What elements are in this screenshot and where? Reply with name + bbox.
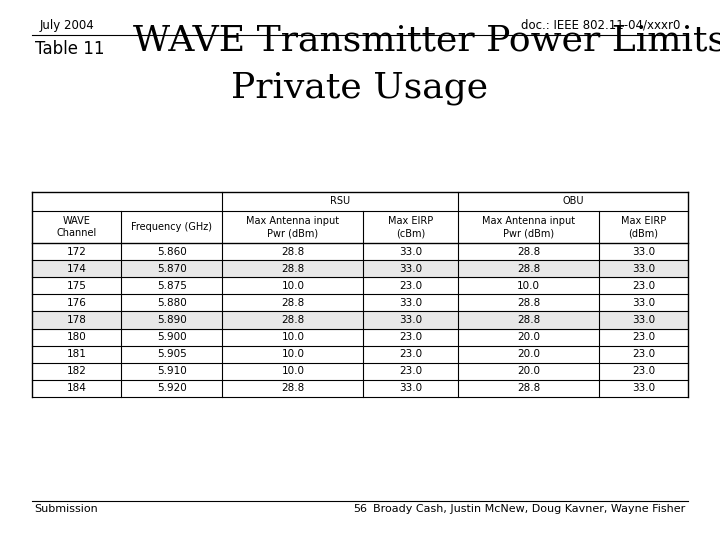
Text: 23.0: 23.0 [632, 349, 655, 359]
Text: 33.0: 33.0 [632, 247, 655, 256]
Text: 172: 172 [67, 247, 86, 256]
Text: 28.8: 28.8 [517, 247, 540, 256]
Text: 5.905: 5.905 [157, 349, 186, 359]
Text: 28.8: 28.8 [517, 315, 540, 325]
Text: Max Antenna input
Pwr (dBm): Max Antenna input Pwr (dBm) [246, 216, 339, 238]
Text: 20.0: 20.0 [517, 332, 540, 342]
Text: 23.0: 23.0 [399, 281, 423, 291]
Text: 176: 176 [67, 298, 86, 308]
Text: 20.0: 20.0 [517, 366, 540, 376]
Text: 23.0: 23.0 [632, 332, 655, 342]
Text: 33.0: 33.0 [632, 315, 655, 325]
Text: 28.8: 28.8 [282, 264, 305, 274]
Text: Submission: Submission [35, 504, 99, 514]
Text: 33.0: 33.0 [399, 315, 423, 325]
Text: 23.0: 23.0 [399, 366, 423, 376]
Text: 5.875: 5.875 [157, 281, 186, 291]
Text: 174: 174 [67, 264, 86, 274]
Text: July 2004: July 2004 [40, 19, 94, 32]
Text: 33.0: 33.0 [632, 264, 655, 274]
Text: 10.0: 10.0 [282, 349, 305, 359]
Text: 28.8: 28.8 [517, 264, 540, 274]
Text: 20.0: 20.0 [517, 349, 540, 359]
Text: 180: 180 [67, 332, 86, 342]
Text: 33.0: 33.0 [399, 247, 423, 256]
Text: 181: 181 [67, 349, 86, 359]
Text: 23.0: 23.0 [632, 366, 655, 376]
Text: 33.0: 33.0 [399, 383, 423, 393]
Text: Max EIRP
(cBm): Max EIRP (cBm) [388, 216, 433, 238]
Text: 10.0: 10.0 [517, 281, 540, 291]
Text: 28.8: 28.8 [282, 298, 305, 308]
Text: doc.: IEEE 802.11-04/xxxr0: doc.: IEEE 802.11-04/xxxr0 [521, 19, 680, 32]
Text: 5.920: 5.920 [157, 383, 186, 393]
Text: Frequency (GHz): Frequency (GHz) [131, 222, 212, 232]
Text: Max EIRP
(dBm): Max EIRP (dBm) [621, 216, 666, 238]
Text: 23.0: 23.0 [632, 281, 655, 291]
Text: OBU: OBU [562, 197, 584, 206]
Text: 184: 184 [67, 383, 86, 393]
Text: 33.0: 33.0 [399, 298, 423, 308]
Text: 28.8: 28.8 [282, 315, 305, 325]
Text: 5.870: 5.870 [157, 264, 186, 274]
Text: 56: 56 [353, 504, 367, 514]
Text: 10.0: 10.0 [282, 366, 305, 376]
Text: 5.900: 5.900 [157, 332, 186, 342]
Text: 28.8: 28.8 [517, 298, 540, 308]
Text: Table 11: Table 11 [35, 40, 104, 58]
Text: 23.0: 23.0 [399, 349, 423, 359]
Text: 5.890: 5.890 [157, 315, 186, 325]
Text: 182: 182 [67, 366, 86, 376]
Text: WAVE Transmitter Power Limits for: WAVE Transmitter Power Limits for [133, 24, 720, 58]
Text: 5.910: 5.910 [157, 366, 186, 376]
Text: WAVE
Channel: WAVE Channel [56, 216, 96, 238]
Text: 5.880: 5.880 [157, 298, 186, 308]
Text: 33.0: 33.0 [632, 383, 655, 393]
Bar [32, 260, 688, 277]
Text: 175: 175 [67, 281, 86, 291]
Text: 33.0: 33.0 [632, 298, 655, 308]
Text: Private Usage: Private Usage [231, 71, 489, 105]
Text: Broady Cash, Justin McNew, Doug Kavner, Wayne Fisher: Broady Cash, Justin McNew, Doug Kavner, … [373, 504, 685, 514]
Bar [32, 312, 688, 328]
Text: 10.0: 10.0 [282, 332, 305, 342]
Text: 5.860: 5.860 [157, 247, 186, 256]
Text: 23.0: 23.0 [399, 332, 423, 342]
Text: 28.8: 28.8 [282, 247, 305, 256]
Text: 28.8: 28.8 [282, 383, 305, 393]
Text: Max Antenna input
Pwr (dBm): Max Antenna input Pwr (dBm) [482, 216, 575, 238]
Text: 33.0: 33.0 [399, 264, 423, 274]
Text: 10.0: 10.0 [282, 281, 305, 291]
Text: 28.8: 28.8 [517, 383, 540, 393]
Text: RSU: RSU [330, 197, 351, 206]
Text: 178: 178 [67, 315, 86, 325]
